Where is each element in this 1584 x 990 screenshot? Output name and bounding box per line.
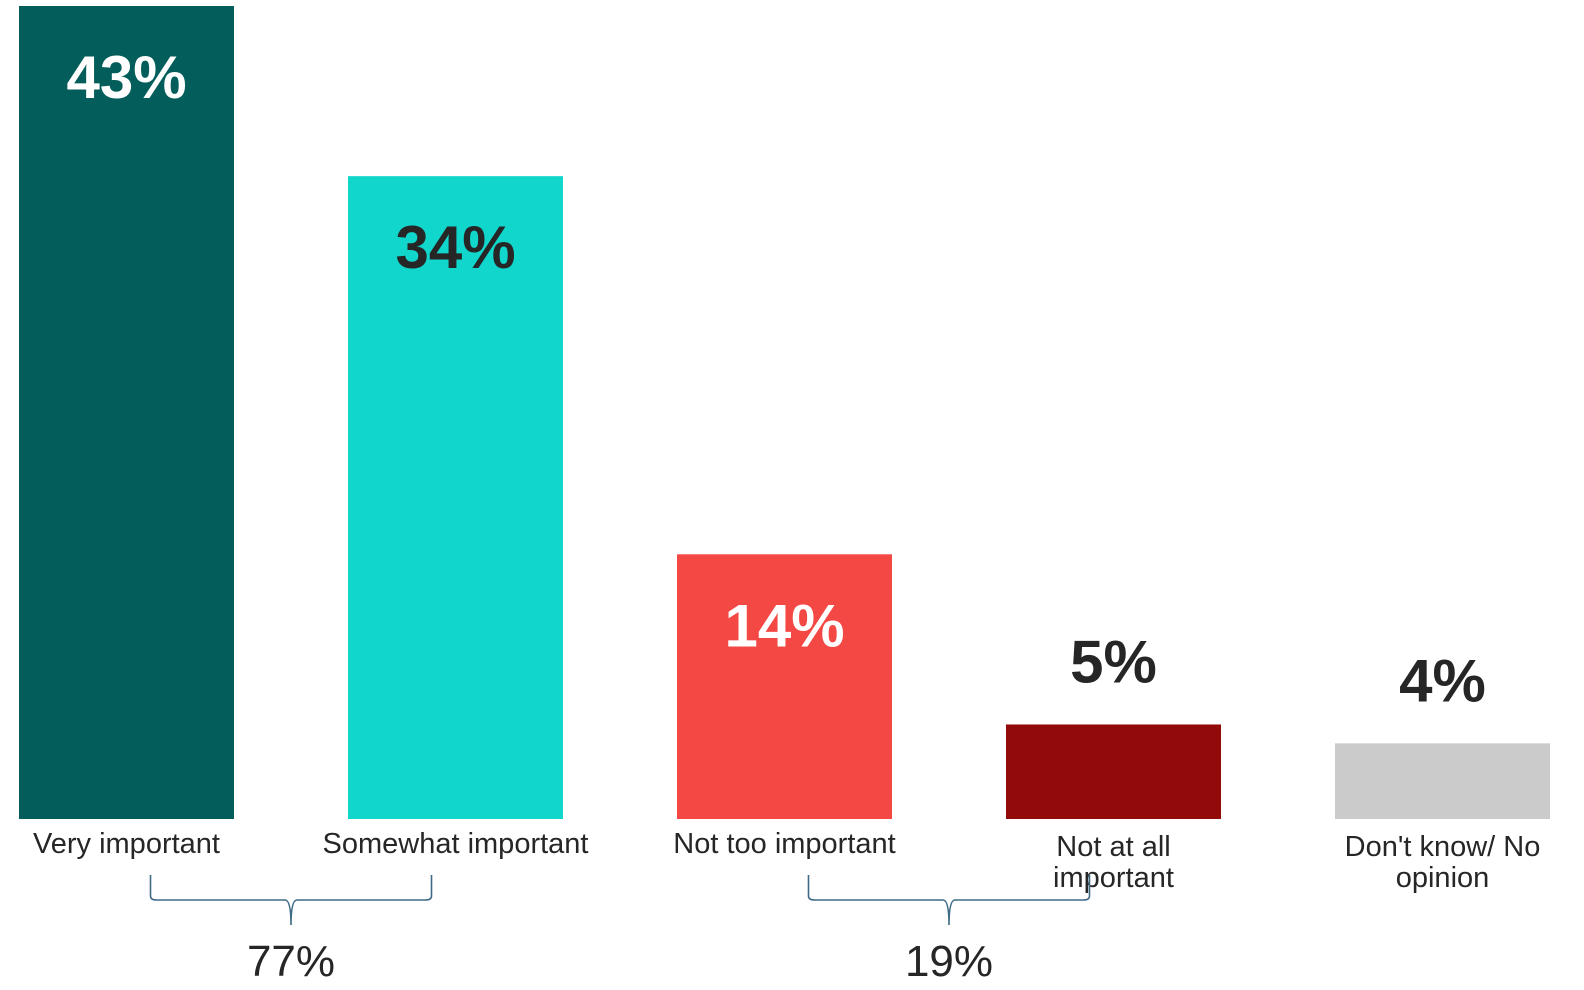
group-total-label-1: 77%: [247, 937, 335, 986]
category-labels: Very important Somewhat important Not too …: [33, 828, 1540, 894]
value-label-3: 14%: [724, 592, 844, 659]
bar-2: [348, 176, 563, 820]
value-labels: 43% 34% 14% 5% 4%: [66, 44, 1485, 714]
group-bracket-1: [149, 875, 433, 926]
category-label-4: Not at all important: [1053, 831, 1174, 894]
value-label-2: 34%: [395, 214, 515, 281]
category-label-2: Somewhat important: [323, 828, 589, 860]
category-label-3: Not too important: [673, 828, 895, 860]
bars: [19, 6, 1550, 820]
category-label-5: Don't know/ No opinion: [1345, 831, 1541, 894]
value-label-5: 4%: [1399, 647, 1486, 714]
group-bracket-2: [807, 875, 1091, 926]
bar-4: [1006, 724, 1221, 819]
bar-1: [19, 6, 234, 819]
bar-5: [1335, 743, 1550, 819]
category-label-1: Very important: [33, 828, 220, 860]
group-brackets: 77% 19%: [149, 875, 1091, 986]
value-label-4: 5%: [1070, 628, 1157, 695]
bar-3: [677, 554, 892, 819]
value-label-1: 43%: [66, 44, 186, 111]
group-total-label-2: 19%: [905, 937, 993, 986]
